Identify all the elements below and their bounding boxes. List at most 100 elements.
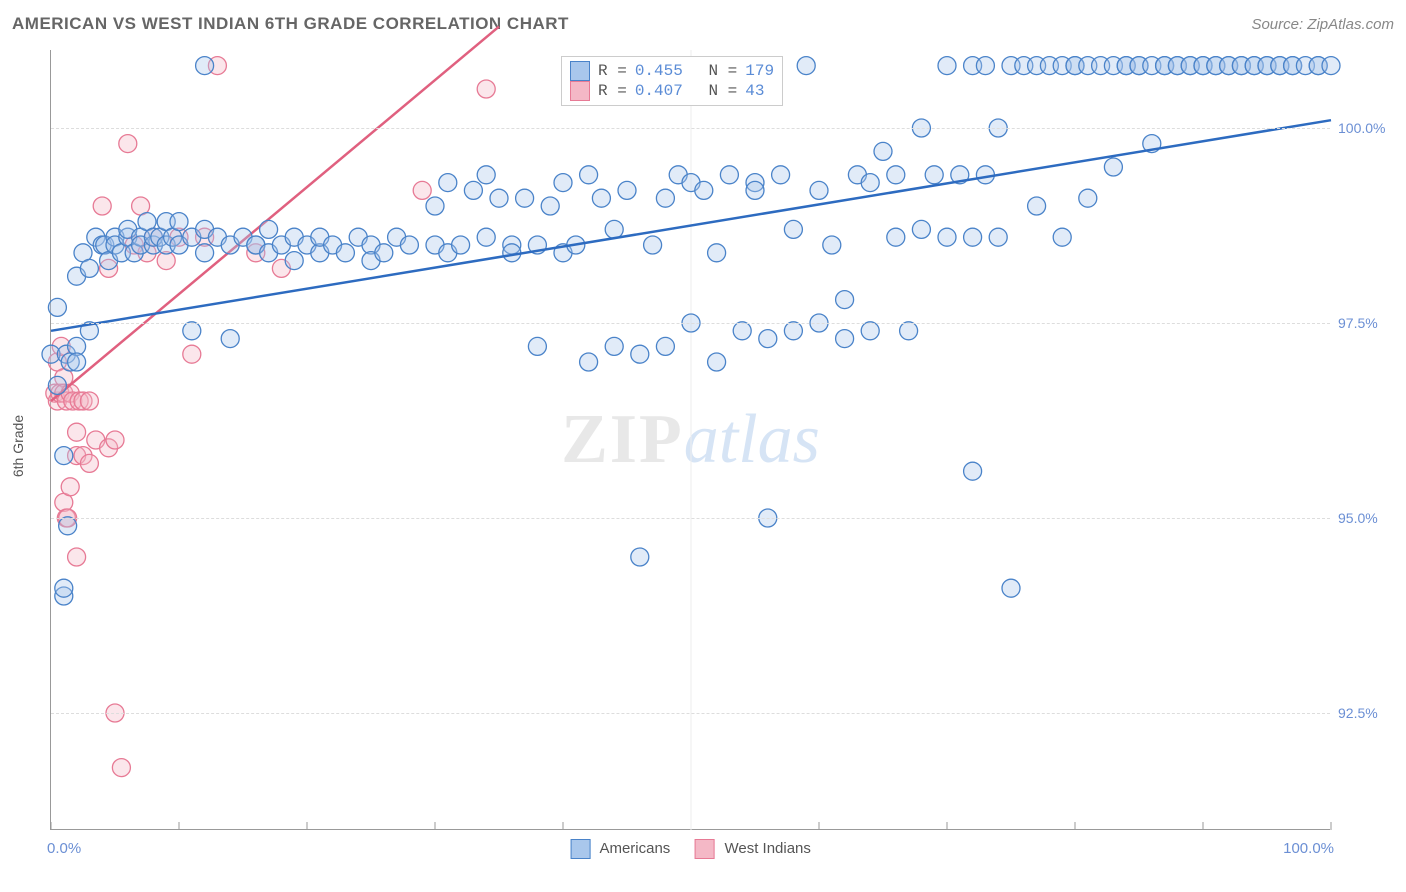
legend-label-americans: Americans [599,840,670,857]
data-point [80,259,98,277]
data-point [221,330,239,348]
data-point [1104,158,1122,176]
data-point [580,166,598,184]
data-point [61,478,79,496]
data-point [375,244,393,262]
data-point [285,252,303,270]
data-point [1028,197,1046,215]
data-point [400,236,418,254]
data-point [989,228,1007,246]
x-tick-right: 100.0% [1283,840,1334,857]
swatch-west-indians [694,839,714,859]
data-point [644,236,662,254]
plot-area: ZIPatlas R = 0.455 N = 179 R = 0.407 N =… [50,50,1330,830]
data-point [196,57,214,75]
data-point [656,337,674,355]
chart-source: Source: ZipAtlas.com [1251,16,1394,33]
data-point [874,142,892,160]
data-point [733,322,751,340]
data-point [631,548,649,566]
stats-row-americans: R = 0.455 N = 179 [570,61,774,81]
legend-label-west-indians: West Indians [724,840,810,857]
data-point [80,454,98,472]
data-point [464,181,482,199]
data-point [925,166,943,184]
data-point [112,759,130,777]
data-point [68,548,86,566]
data-point [1053,228,1071,246]
legend-item-americans: Americans [570,839,670,859]
data-point [836,291,854,309]
data-point [170,213,188,231]
gridline [51,323,1330,324]
n-label: N = [708,62,737,80]
chart-title: AMERICAN VS WEST INDIAN 6TH GRADE CORREL… [12,14,569,34]
data-point [93,197,111,215]
data-point [656,189,674,207]
data-point [772,166,790,184]
data-point [1322,57,1340,75]
data-point [784,220,802,238]
series-legend: Americans West Indians [570,839,811,859]
data-point [938,57,956,75]
data-point [477,166,495,184]
n-value-americans: 179 [745,62,774,80]
data-point [784,322,802,340]
y-tick-label: 97.5% [1338,315,1398,331]
data-point [912,220,930,238]
data-point [708,353,726,371]
data-point [605,337,623,355]
data-point [938,228,956,246]
data-point [59,517,77,535]
legend-item-west-indians: West Indians [694,839,811,859]
data-point [68,423,86,441]
gridline [51,128,1330,129]
n-label: N = [708,82,737,100]
data-point [260,220,278,238]
data-point [413,181,431,199]
data-point [810,181,828,199]
data-point [900,322,918,340]
data-point [964,462,982,480]
data-point [477,80,495,98]
data-point [541,197,559,215]
data-point [119,135,137,153]
data-point [426,197,444,215]
gridline [51,713,1330,714]
data-point [823,236,841,254]
data-point [183,322,201,340]
n-value-west-indians: 43 [745,82,764,100]
swatch-west-indians [570,81,590,101]
y-tick-label: 95.0% [1338,510,1398,526]
data-point [746,181,764,199]
data-point [477,228,495,246]
chart-header: AMERICAN VS WEST INDIAN 6TH GRADE CORREL… [12,10,1394,38]
data-point [1002,579,1020,597]
data-point [516,189,534,207]
data-point [554,174,572,192]
data-point [80,392,98,410]
data-point [605,220,623,238]
data-point [592,189,610,207]
data-point [48,376,66,394]
data-point [631,345,649,363]
data-point [976,57,994,75]
data-point [861,174,879,192]
data-point [580,353,598,371]
gridline [51,518,1330,519]
y-tick-label: 92.5% [1338,705,1398,721]
data-point [183,345,201,363]
data-point [695,181,713,199]
data-point [528,337,546,355]
data-point [452,236,470,254]
swatch-americans [570,839,590,859]
data-point [759,330,777,348]
data-point [106,431,124,449]
swatch-americans [570,61,590,81]
stats-legend: R = 0.455 N = 179 R = 0.407 N = 43 [561,56,783,106]
data-point [797,57,815,75]
data-point [1079,189,1097,207]
data-point [196,244,214,262]
data-point [490,189,508,207]
data-point [836,330,854,348]
